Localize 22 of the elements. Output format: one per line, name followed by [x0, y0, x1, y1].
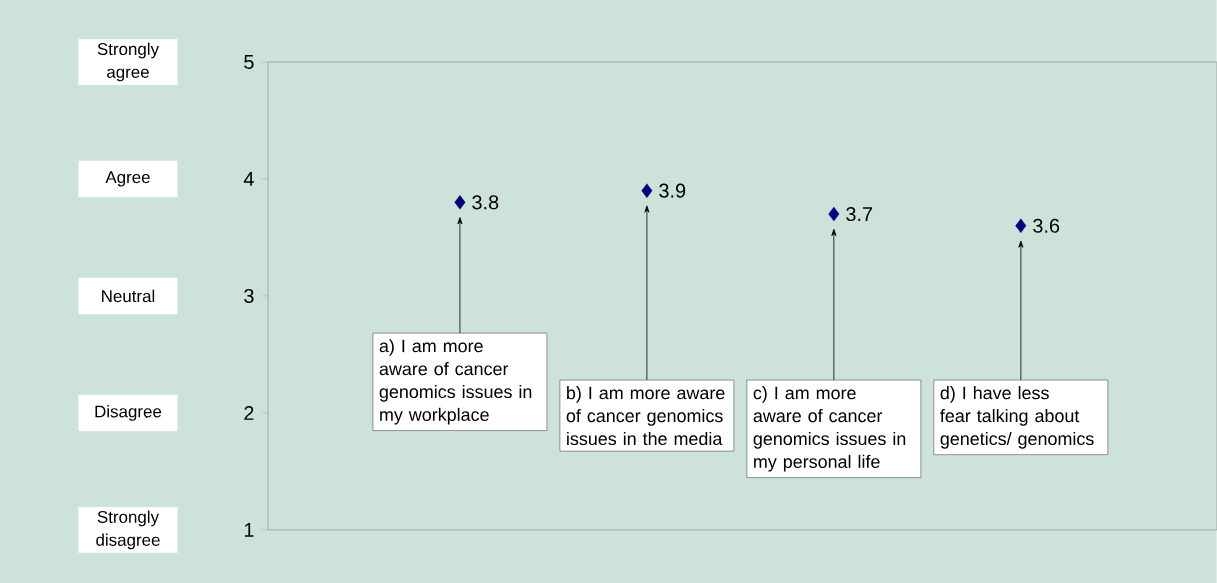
text: Strongly disagree [96, 510, 160, 550]
y-tick-label: 4 [243, 172, 254, 186]
data-label: 3.6 [1033, 218, 1060, 233]
text: Strongly agree [97, 42, 159, 82]
point [641, 183, 653, 198]
x-tick-label: a) I am more aware of cancer genomics issues in my workplace [379, 339, 532, 425]
point [828, 206, 840, 222]
data-label: 3.8 [472, 195, 499, 210]
point [1015, 218, 1027, 233]
text: Neutral [102, 289, 155, 303]
x-tick-label: b) I am more aware of cancer genomics issues in the media [566, 386, 725, 446]
data-label: 3.7 [846, 207, 873, 222]
text: Disagree [95, 405, 162, 421]
y-tick-label: 3 [244, 288, 254, 304]
y-tick-label: 2 [244, 406, 254, 420]
x-tick-label: d) I have less fear talking about genetics/ genomics [940, 386, 1094, 449]
data-label: 3.9 [659, 183, 686, 198]
point [454, 195, 466, 210]
text: Agree [105, 171, 150, 187]
x-tick-label: c) I am more aware of cancer genomics issues in my personal life [753, 386, 906, 472]
y-tick-label: 1 [244, 523, 254, 537]
y-tick-label: 5 [244, 55, 254, 69]
